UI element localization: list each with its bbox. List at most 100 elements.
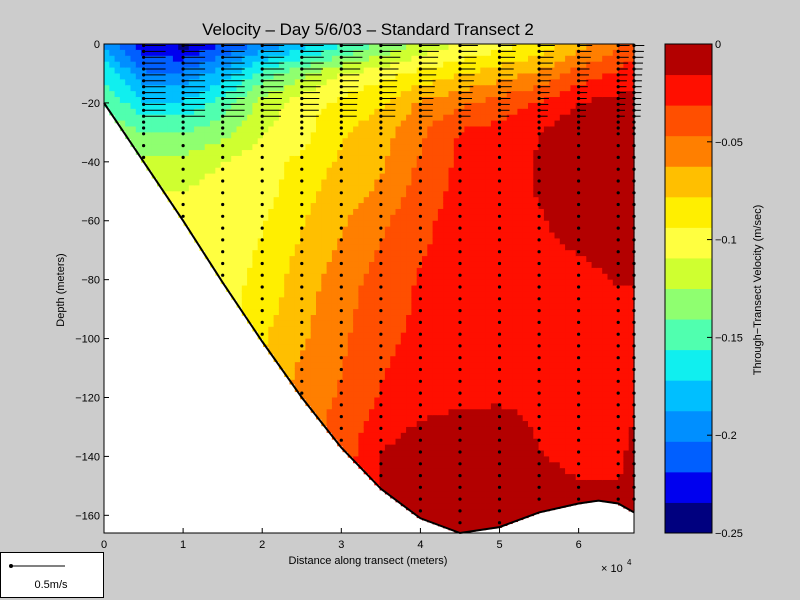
velocity-cell [194,144,200,151]
velocity-cell [490,238,497,245]
velocity-cell [194,85,200,92]
velocity-cell [448,114,455,122]
velocity-cell [379,167,386,175]
velocity-cell [475,250,481,257]
velocity-cell [374,462,381,469]
velocity-cell [538,91,545,98]
velocity-cell [151,61,158,69]
velocity-cell [422,356,428,363]
velocity-cell [384,409,391,416]
velocity-cell [157,67,163,75]
velocity-cell [257,67,264,75]
velocity-cell [400,409,407,416]
velocity-cell [432,97,439,104]
velocity-cell [411,485,418,493]
velocity-cell [109,55,116,63]
velocity-cell [347,261,354,269]
velocity-cell [411,203,418,210]
velocity-cell [469,191,476,198]
velocity-cell [517,356,524,363]
velocity-cell [273,55,280,63]
velocity-cell [369,326,375,334]
velocity-cell [528,226,534,234]
velocity-cell [167,55,174,63]
velocity-cell [453,438,460,446]
velocity-cell [363,61,370,69]
velocity-cell [326,379,333,387]
velocity-cell [374,179,381,186]
velocity-cell [390,144,397,151]
velocity-cell [241,273,248,281]
velocity-cell [363,97,370,104]
velocity-cell [501,155,508,163]
velocity-cell [220,102,227,110]
velocity-cell [543,67,550,75]
velocity-cell [490,208,497,216]
velocity-cell [538,432,545,440]
velocity-cell [485,432,492,440]
velocity-cell [395,297,402,304]
velocity-cell [400,244,407,251]
velocity-cell [289,267,296,275]
velocity-cell [496,297,503,304]
velocity-cell [411,285,418,293]
velocity-cell [406,391,412,399]
velocity-cell [422,309,428,316]
velocity-cell [252,150,259,157]
velocity-cell [411,426,418,434]
velocity-cell [236,44,243,51]
velocity-cell [316,108,322,116]
velocity-cell [337,421,344,428]
velocity-cell [241,285,248,293]
velocity-cell [549,214,556,222]
velocity-cell [475,385,481,393]
velocity-cell [353,309,359,316]
velocity-cell [231,61,238,69]
velocity-cell [273,114,280,122]
velocity-cell [119,73,126,80]
velocity-cell [464,497,471,505]
velocity-cell [146,44,153,51]
velocity-cell [506,379,513,387]
velocity-cell [506,126,513,133]
velocity-cell [384,385,391,393]
velocity-cell [369,91,375,98]
velocity-cell [427,108,434,116]
velocity-cell [178,167,185,175]
velocity-cell [167,108,174,116]
velocity-cell [528,238,534,245]
velocity-cell [252,226,259,234]
velocity-cell [294,44,301,51]
velocity-cell [347,438,354,446]
velocity-cell [263,114,269,122]
velocity-cell [252,208,259,216]
velocity-cell [172,97,179,104]
velocity-cell [506,432,513,440]
velocity-cell [326,126,333,133]
velocity-cell [485,421,492,428]
velocity-cell [300,161,306,169]
velocity-cell [443,108,450,116]
velocity-cell [178,185,185,192]
velocity-cell [416,161,423,169]
velocity-cell [210,226,216,234]
velocity-cell [241,49,248,57]
velocity-cell [316,179,322,186]
velocity-cell [263,144,269,151]
velocity-cell [321,91,328,98]
velocity-cell [199,61,206,69]
velocity-cell [437,421,444,428]
velocity-cell [395,456,402,463]
velocity-cell [453,338,460,346]
velocity-cell [247,250,253,257]
velocity-cell [353,426,359,434]
velocity-cell [538,79,545,86]
velocity-cell [284,114,291,122]
velocity-cell [453,226,460,234]
velocity-cell [268,67,275,75]
velocity-cell [395,415,402,422]
velocity-cell [199,150,206,157]
velocity-cell [549,362,556,369]
velocity-cell [379,291,386,298]
velocity-cell [469,491,476,499]
